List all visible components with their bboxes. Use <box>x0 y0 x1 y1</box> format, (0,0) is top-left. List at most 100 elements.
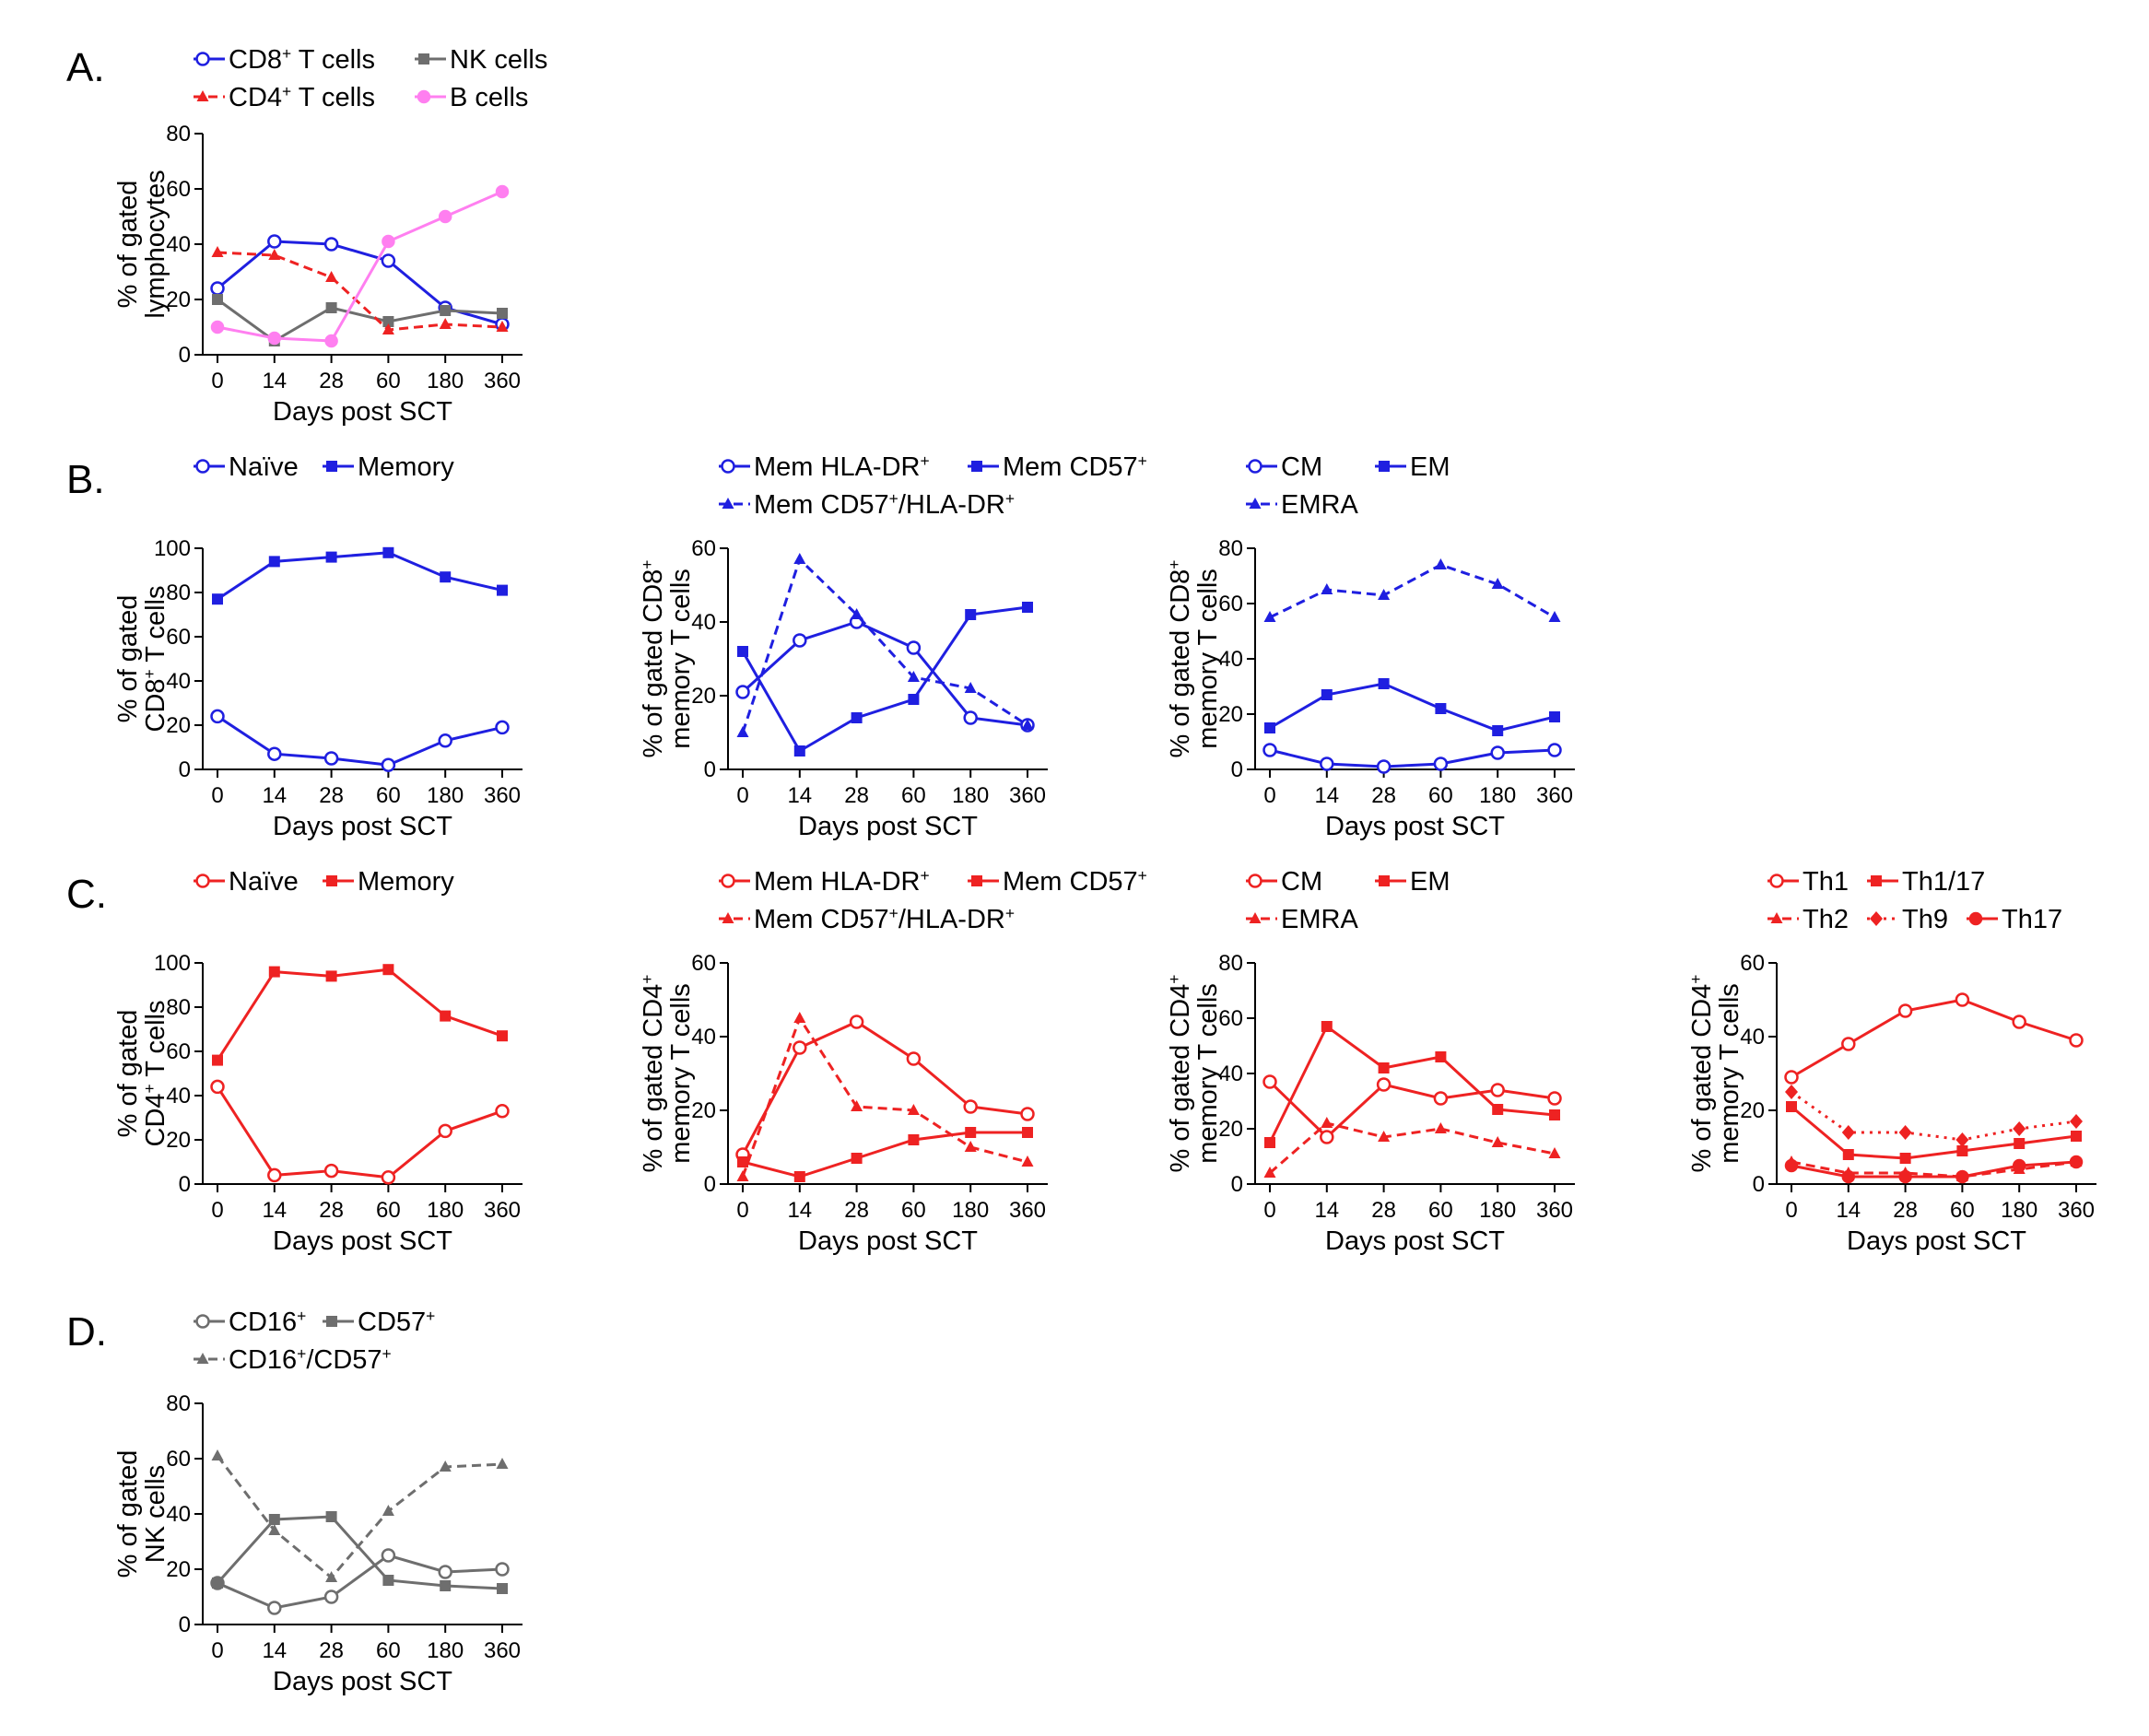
y-tick-label: 80 <box>166 581 191 605</box>
data-point <box>267 331 282 346</box>
data-point <box>325 1511 337 1522</box>
legend-label: Memory <box>358 867 454 897</box>
series-line <box>741 620 1028 727</box>
data-point <box>495 184 510 199</box>
data-point <box>2012 1015 2026 1029</box>
series-line <box>1269 563 1556 619</box>
data-point <box>1378 1131 1391 1142</box>
legend-label: Mem HLA-DR+ <box>754 866 930 897</box>
y-axis-label-line2: memory T cells <box>666 983 696 1164</box>
x-tick-label: 180 <box>427 783 464 808</box>
legend-label: EMRA <box>1281 905 1358 934</box>
series-line <box>1791 1160 2077 1179</box>
data-point <box>497 1030 508 1042</box>
data-point <box>793 553 806 564</box>
y-tick-label: 60 <box>166 625 191 650</box>
series-line <box>741 1020 1028 1155</box>
y-tick-label: 80 <box>1218 951 1243 976</box>
series-th17 <box>1784 1155 2084 1184</box>
data-point <box>2069 1033 2084 1048</box>
data-point <box>325 970 337 982</box>
legend-swatch-marker <box>722 912 734 923</box>
legend-item-mem-hla-dr: Mem HLA-DR+ <box>719 452 930 482</box>
series-memory <box>212 964 508 1066</box>
legend-label: EM <box>1410 867 1450 897</box>
data-point <box>382 316 394 327</box>
data-point <box>906 1051 922 1066</box>
x-tick-label: 28 <box>1371 1198 1396 1223</box>
legend-label: Th9 <box>1902 905 1948 934</box>
legend-label: Th17 <box>2002 905 2062 934</box>
series-line <box>1269 682 1556 733</box>
x-tick-label: 60 <box>376 1638 401 1663</box>
legend-swatch-marker <box>326 1316 337 1327</box>
data-point <box>210 709 225 724</box>
y-tick-label: 80 <box>1218 536 1243 561</box>
legend: CD8+ T cells NK cells CD4+ T cells B cells <box>194 44 547 112</box>
legend-swatch-marker <box>1770 912 1783 923</box>
data-point <box>1321 689 1333 700</box>
legend-item-cd4-t-cells: CD4+ T cells <box>194 82 375 112</box>
data-point <box>851 608 863 619</box>
legend-label: B cells <box>450 83 528 112</box>
y-axis-label-line2: lymphocytes <box>141 170 170 318</box>
x-tick-label: 60 <box>376 783 401 808</box>
data-point <box>1786 1101 1797 1112</box>
chart-c4: 0 20 40 60 0 14 28 60 180 360 Days post SCT % of ga… <box>1686 867 2096 1256</box>
y-tick-label: 20 <box>166 287 191 312</box>
legend-swatch-marker <box>1248 874 1262 888</box>
data-point <box>1434 558 1447 569</box>
data-point <box>381 1170 396 1185</box>
x-tick-label: 360 <box>1536 1198 1573 1223</box>
x-tick-label: 14 <box>262 1638 287 1663</box>
x-axis-label: Days post SCT <box>273 812 452 841</box>
series-line <box>217 715 503 767</box>
y-axis-label-line2: memory T cells <box>666 569 696 749</box>
data-point <box>1549 711 1560 722</box>
y-tick-label: 80 <box>166 995 191 1020</box>
data-point <box>908 694 920 705</box>
data-point <box>1433 757 1449 771</box>
data-point <box>906 640 922 655</box>
series-th9 <box>1785 1085 2083 1147</box>
data-point <box>1376 759 1392 774</box>
x-tick-label: 28 <box>1371 783 1396 808</box>
x-tick-label: 0 <box>1785 1198 1797 1223</box>
y-tick-label: 80 <box>166 122 191 147</box>
data-point <box>1547 743 1562 757</box>
data-point <box>737 646 748 657</box>
y-tick-label: 60 <box>1218 1006 1243 1031</box>
data-point <box>908 1134 920 1145</box>
chart-c1: 0 20 40 60 80 100 0 14 28 60 180 360 Days post SCT % … <box>113 867 523 1256</box>
x-tick-label: 360 <box>1536 783 1573 808</box>
x-axis-label: Days post SCT <box>1847 1226 2026 1256</box>
data-point <box>849 1015 864 1029</box>
data-point <box>268 1514 280 1525</box>
data-point <box>1784 1158 1799 1173</box>
data-point <box>793 1012 806 1023</box>
data-point <box>793 1040 807 1055</box>
data-point <box>212 593 223 605</box>
data-point <box>1842 1149 1854 1160</box>
series-em <box>1264 678 1560 736</box>
legend-swatch-marker <box>1248 459 1262 474</box>
series-emra <box>1263 558 1561 622</box>
legend-label: Th1/17 <box>1902 867 1985 897</box>
x-tick-label: 180 <box>1479 1198 1516 1223</box>
data-point <box>1263 1167 1276 1178</box>
y-tick-label: 40 <box>691 1025 716 1050</box>
legend-swatch-marker <box>195 459 210 474</box>
y-axis-label-line2: CD4+ T cells <box>140 1001 170 1147</box>
data-point <box>210 281 225 296</box>
legend: Naïve Memory <box>194 452 454 482</box>
data-point <box>1899 1153 1911 1164</box>
x-tick-label: 0 <box>1263 783 1275 808</box>
y-axis-label-line1: % of gated <box>113 595 143 723</box>
x-tick-label: 180 <box>1479 783 1516 808</box>
data-point <box>268 966 280 978</box>
x-tick-label: 60 <box>901 783 926 808</box>
legend-label: Mem CD57+ <box>1003 866 1147 897</box>
series-cd16-cd57 <box>211 1449 509 1582</box>
x-tick-label: 14 <box>787 1198 812 1223</box>
data-point <box>325 1571 338 1582</box>
